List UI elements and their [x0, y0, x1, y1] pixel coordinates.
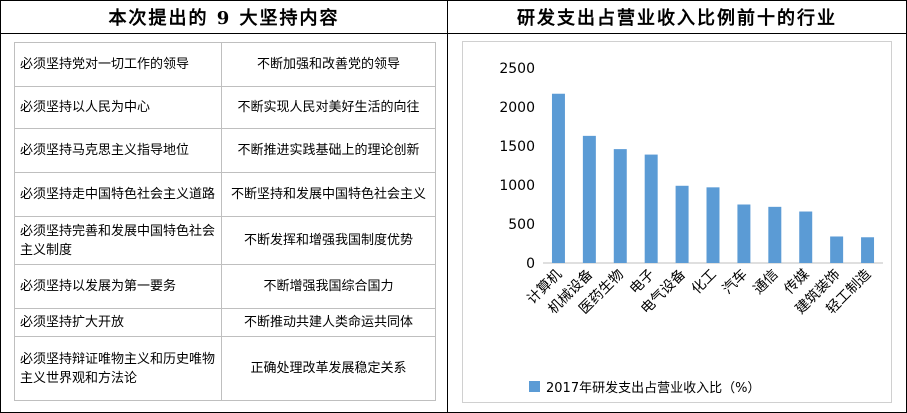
bar: [551, 93, 565, 263]
table-cell-principle: 必须坚持扩大开放: [14, 308, 222, 337]
table-cell-principle: 必须坚持完善和发展中国特色社会主义制度: [14, 216, 222, 265]
table-row: 必须坚持以发展为第一要务 不断增强我国综合国力: [14, 264, 436, 309]
table-cell-goal: 不断推进实践基础上的理论创新: [221, 128, 436, 173]
table-cell-principle: 必须坚持以发展为第一要务: [14, 264, 222, 309]
table-row: 必须坚持党对一切工作的领导 不断加强和改善党的领导: [14, 42, 436, 87]
table-row: 必须坚持以人民为中心 不断实现人民对美好生活的向往: [14, 86, 436, 129]
table-cell-principle: 必须坚持辩证唯物主义和历史唯物主义世界观和方法论: [14, 336, 222, 401]
table-cell-principle: 必须坚持以人民为中心: [14, 86, 222, 129]
table-cell-principle: 必须坚持走中国特色社会主义道路: [14, 172, 222, 217]
y-tick-label: 2000: [499, 100, 535, 116]
chart-area: 0 500 1000 1500 2000 2500 计算机 机械设备 医药生物 电子 电气设备 化工汽…: [462, 41, 892, 403]
bar: [675, 185, 689, 263]
y-tick-label: 2500: [499, 61, 535, 77]
table-row: 必须坚持辩证唯物主义和历史唯物主义世界观和方法论 正确处理改革发展稳定关系: [14, 336, 436, 401]
y-tick-label: 500: [508, 217, 535, 233]
left-panel-title: 本次提出的 9 大坚持内容: [0, 0, 448, 34]
table-row: 必须坚持扩大开放 不断推动共建人类命运共同体: [14, 308, 436, 337]
bar: [644, 154, 658, 263]
table-row: 必须坚持马克思主义指导地位 不断推进实践基础上的理论创新: [14, 128, 436, 173]
table-cell-goal: 不断推动共建人类命运共同体: [221, 308, 436, 337]
bar: [613, 149, 627, 263]
bar-chart: 05001000150020002500计算机机械设备医药生物 电子电气设备 化工汽…: [499, 61, 883, 317]
table-cell-principle: 必须坚持党对一切工作的领导: [14, 42, 222, 87]
chart-legend: 2017年研发支出占营业收入比（%）: [529, 377, 760, 396]
adherence-table: 必须坚持党对一切工作的领导 不断加强和改善党的领导 必须坚持以人民为中心 不断实…: [14, 42, 436, 401]
table-cell-goal: 不断增强我国综合国力: [221, 264, 436, 309]
table-row: 必须坚持走中国特色社会主义道路 不断坚持和发展中国特色社会主义: [14, 172, 436, 217]
table-row: 必须坚持完善和发展中国特色社会主义制度 不断发挥和增强我国制度优势: [14, 216, 436, 265]
bar: [861, 237, 875, 263]
table-cell-goal: 正确处理改革发展稳定关系: [221, 336, 436, 401]
right-panel: 研发支出占营业收入比例前十的行业 0 500 1000 1500 2000 2500 计算机…: [447, 0, 907, 413]
x-tick-label: 汽车: [719, 266, 751, 298]
left-panel-body: 必须坚持党对一切工作的领导 不断加强和改善党的领导 必须坚持以人民为中心 不断实…: [0, 33, 448, 413]
bar: [830, 236, 844, 263]
table-cell-goal: 不断发挥和增强我国制度优势: [221, 216, 436, 265]
table-cell-goal: 不断实现人民对美好生活的向往: [221, 86, 436, 129]
bar: [582, 135, 596, 263]
table-cell-principle: 必须坚持马克思主义指导地位: [14, 128, 222, 173]
chart-title: 研发支出占营业收入比例前十的行业: [447, 0, 907, 34]
x-tick-label: 通信: [751, 267, 782, 298]
bar: [737, 204, 751, 263]
y-tick-label: 0: [526, 256, 535, 272]
bar: [706, 187, 720, 263]
legend-label: 2017年研发支出占营业收入比（%）: [546, 381, 761, 396]
legend-swatch: [529, 381, 540, 392]
table-cell-goal: 不断坚持和发展中国特色社会主义: [221, 172, 436, 217]
y-tick-label: 1000: [499, 178, 535, 194]
table-cell-goal: 不断加强和改善党的领导: [221, 42, 436, 87]
x-tick-label: 化工: [689, 267, 720, 298]
left-panel: 本次提出的 9 大坚持内容 必须坚持党对一切工作的领导 不断加强和改善党的领导 …: [0, 0, 448, 413]
y-tick-label: 1500: [499, 139, 535, 155]
right-panel-body: 0 500 1000 1500 2000 2500 计算机 机械设备 医药生物 电子 电气设备 化工汽…: [447, 33, 907, 413]
bar: [768, 206, 782, 263]
bar: [799, 211, 813, 263]
